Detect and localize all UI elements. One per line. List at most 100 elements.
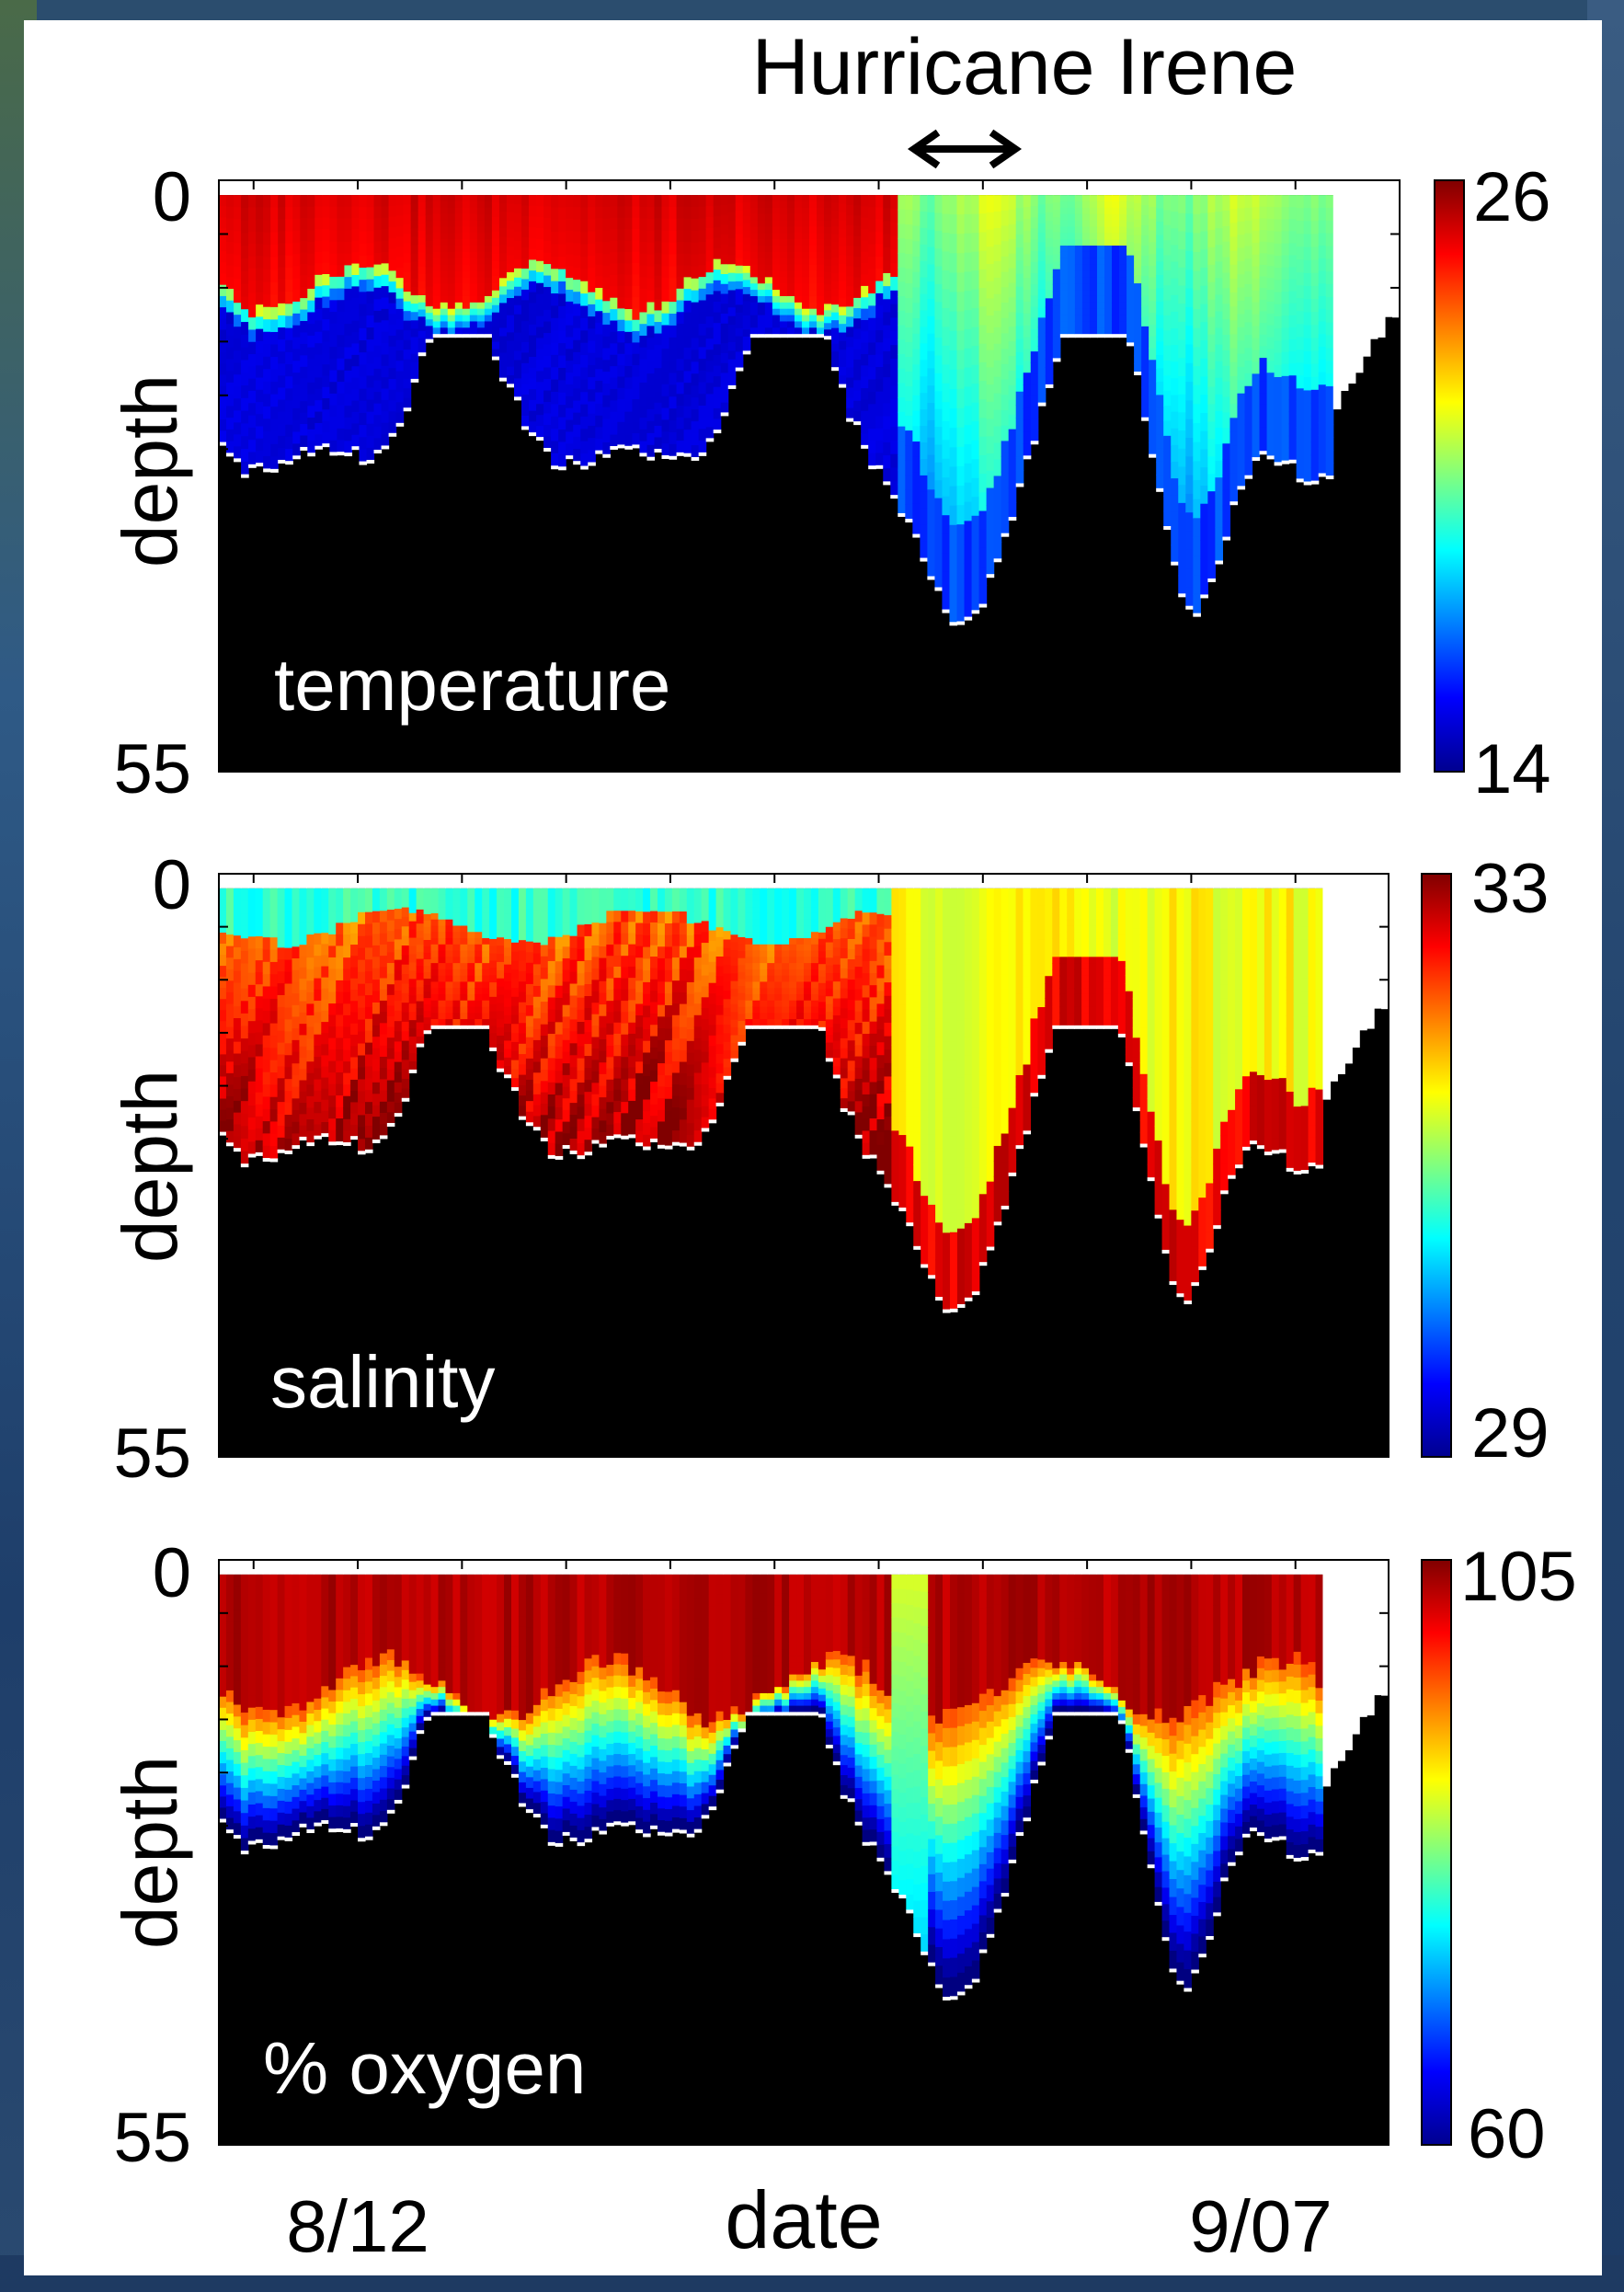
heatmap-cell [386,1112,395,1124]
heatmap-cell [861,331,869,344]
heatmap-cell [454,327,463,335]
heatmap-cell [359,339,368,353]
seafloor-line [373,450,383,454]
heatmap-cell [219,999,227,1011]
heatmap-cell [1303,350,1312,365]
seafloor-line [993,558,1002,563]
heatmap-cell [491,238,500,247]
heatmap-cell [669,278,678,291]
heatmap-cell [1089,327,1098,335]
heatmap-cell [588,340,596,354]
heatmap-cell [978,454,988,475]
heatmap-cell [1119,277,1127,284]
heatmap-cell [1171,495,1179,512]
heatmap-cell [408,888,417,898]
heatmap-cell [1081,195,1091,202]
heatmap-cell [986,556,995,575]
heatmap-cell [373,276,383,289]
heatmap-cell [1067,246,1076,253]
heatmap-cell [580,281,589,294]
heatmap-cell [379,922,388,934]
heatmap-cell [401,1031,410,1042]
heatmap-cell [410,286,419,296]
heatmap-cell [824,316,832,324]
heatmap-cell [1096,246,1105,253]
heatmap-cell [315,400,323,413]
seafloor-line [1127,342,1135,347]
heatmap-cell [705,250,715,262]
heatmap-cell [786,195,795,202]
heatmap-cell [566,361,574,373]
heatmap-cell [233,994,242,1007]
heatmap-cell [234,327,242,339]
heatmap-cell [543,356,552,369]
heatmap-cell [445,993,453,1002]
heatmap-cell [1037,251,1046,262]
heatmap-cell [337,335,346,348]
heatmap-cell [551,195,559,209]
surface-gap [676,180,685,196]
heatmap-cell [1030,395,1039,408]
heatmap-cell [299,1114,307,1127]
heatmap-cell [1200,503,1208,523]
heatmap-cell [476,270,486,278]
heatmap-cell [255,1104,264,1117]
heatmap-cell [532,1061,542,1073]
heatmap-cell [504,990,512,1000]
heatmap-cell [269,937,279,951]
heatmap-cell [1244,322,1253,336]
heatmap-cell [423,933,432,941]
heatmap-cell [890,235,898,250]
heatmap-cell [971,553,980,573]
heatmap-cell [403,378,412,389]
heatmap-cell [1171,444,1179,463]
heatmap-cell [292,361,301,373]
heatmap-cell [1222,288,1231,304]
heatmap-cell [529,205,537,218]
heatmap-cell [219,307,227,319]
heatmap-cell [543,275,552,288]
heatmap-cell [315,286,323,299]
heatmap-cell [416,1001,425,1009]
heatmap-cell [394,1082,403,1094]
heatmap-cell [445,938,453,945]
heatmap-cell [853,287,862,299]
heatmap-cell [846,337,854,349]
heatmap-cell [1001,333,1010,350]
heatmap-cell [314,1001,322,1013]
heatmap-cell [285,292,293,304]
heatmap-cell [1141,315,1149,327]
heatmap-cell [1185,549,1194,569]
heatmap-cell [875,256,884,269]
heatmap-cell [394,1072,403,1083]
heatmap-cell [452,1006,461,1014]
surface-gap [1171,180,1179,196]
heatmap-cell [1067,315,1076,323]
heatmap-cell [1045,221,1054,231]
heatmap-cell [580,256,589,269]
heatmap-cell [610,377,618,390]
heatmap-cell [883,234,891,248]
heatmap-cell [883,468,891,482]
heatmap-cell [1193,461,1201,481]
heatmap-cell [445,888,453,896]
heatmap-cell [801,277,810,284]
heatmap-cell [263,245,271,258]
heatmap-cell [263,406,271,419]
heatmap-cell [861,376,869,389]
surface-gap [705,180,715,196]
seafloor-line [1185,605,1194,610]
heatmap-cell [1001,349,1010,365]
heatmap-cell [306,1026,315,1039]
heatmap-cell [676,277,685,290]
heatmap-cell [599,1038,607,1052]
heatmap-cell [927,541,936,560]
heatmap-cell [727,264,737,274]
heatmap-cell [219,988,227,1000]
heatmap-cell [978,195,988,214]
heatmap-cell [562,993,571,1006]
heatmap-cell [809,264,818,272]
heatmap-cell [381,343,390,356]
surface-gap [742,180,751,196]
heatmap-cell [1052,269,1061,278]
